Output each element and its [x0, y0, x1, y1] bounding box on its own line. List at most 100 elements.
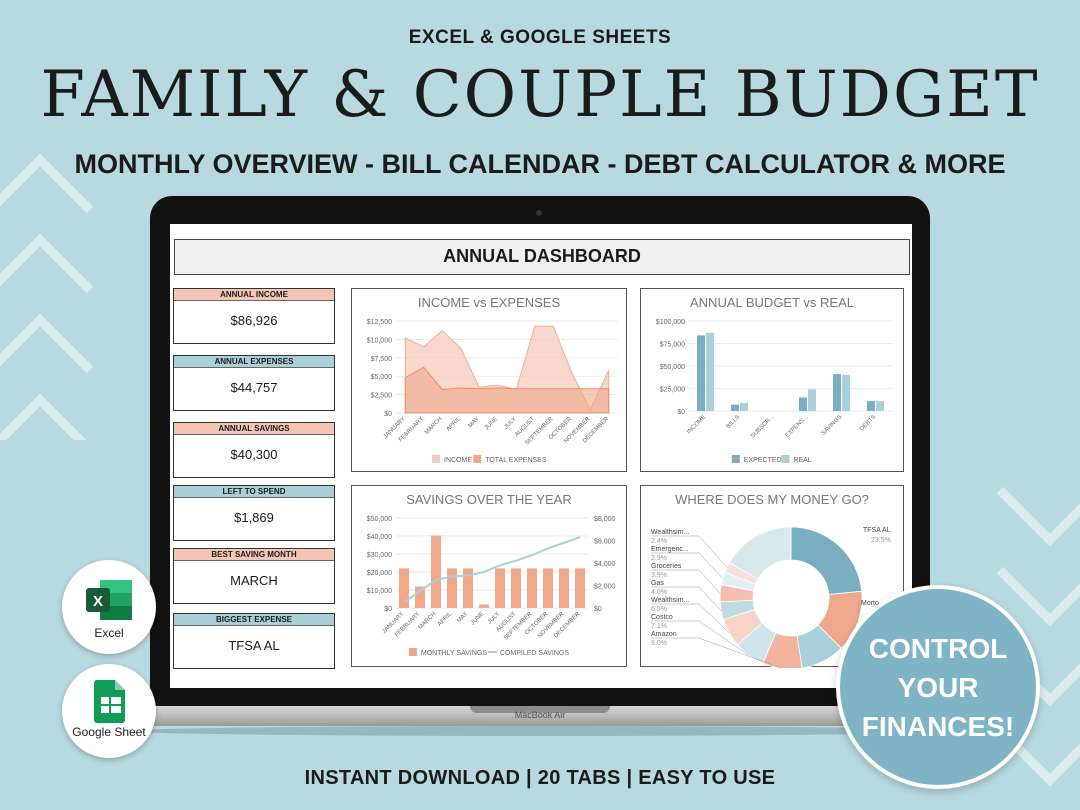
legend-label: MONTHLY SAVINGS — [421, 650, 487, 657]
y-tick-label: $12,500 — [367, 319, 392, 326]
y2-tick-label: $0 — [594, 606, 602, 613]
slice-label: Amazon — [651, 631, 677, 638]
bar-monthly-savings — [447, 568, 457, 608]
bar-real — [808, 389, 816, 411]
leader-line — [651, 586, 722, 612]
slice-label: Emergenc... — [651, 546, 689, 553]
bar-real — [876, 401, 884, 411]
stat-card-annual-income: ANNUAL INCOME $86,926 — [173, 288, 335, 344]
stat-card-annual-savings: ANNUAL SAVINGS $40,300 — [173, 422, 335, 478]
y-tick-label: $0 — [677, 409, 685, 416]
slice-percent: 2.4% — [651, 538, 667, 545]
excel-label: Excel — [94, 626, 124, 640]
page-title: FAMILY & COUPLE BUDGET — [40, 58, 1040, 132]
x-tick-label: MARCH — [418, 611, 438, 631]
y2-tick-label: $2,000 — [594, 584, 616, 591]
bar-monthly-savings — [399, 568, 409, 608]
x-tick-label: SAVINGS — [821, 414, 844, 437]
chart-title: SAVINGS OVER THE YEAR — [406, 492, 572, 507]
x-tick-label: DEBTS — [859, 414, 877, 432]
bar-monthly-savings — [415, 586, 425, 608]
slice-label: Gas — [651, 580, 664, 587]
bar-expected — [731, 404, 739, 411]
y-tick-label: $100,000 — [656, 319, 685, 326]
bar-monthly-savings — [527, 568, 537, 608]
donut-slice — [796, 624, 842, 668]
stat-value: $1,869 — [234, 510, 274, 525]
x-tick-label: JULY — [503, 416, 517, 430]
bar-expected — [697, 335, 705, 411]
stat-label: BIGGEST EXPENSE — [174, 614, 334, 626]
subtitle: MONTHLY OVERVIEW - BILL CALENDAR - DEBT … — [74, 149, 1006, 179]
bar-monthly-savings — [575, 568, 585, 608]
legend-swatch — [432, 455, 440, 463]
bar-monthly-savings — [511, 568, 521, 608]
y-tick-label: $7,500 — [371, 356, 393, 363]
x-tick-label: JULY — [487, 611, 501, 625]
y-tick-label: $20,000 — [367, 570, 392, 577]
y-tick-label: $0 — [384, 411, 392, 418]
slice-label: Groceries — [651, 563, 682, 570]
leader-line — [857, 601, 860, 623]
legend-label: TOTAL EXPENSES — [485, 457, 547, 464]
excel-badge: X Excel — [62, 560, 156, 654]
camera-icon — [536, 210, 542, 216]
google-sheets-label: Google Sheet — [72, 725, 146, 739]
x-tick-label: JUNE — [484, 416, 499, 431]
bar-monthly-savings — [479, 604, 489, 608]
stat-value: $44,757 — [230, 380, 278, 395]
slice-percent: 3.9% — [651, 572, 667, 579]
legend-swatch — [473, 455, 482, 463]
stat-label: LEFT TO SPEND — [174, 486, 334, 498]
bar-expected — [867, 401, 875, 411]
y2-tick-label: $8,000 — [594, 516, 616, 523]
laptop-base — [108, 706, 972, 726]
stat-value: $86,926 — [230, 313, 278, 328]
bar-real — [740, 402, 748, 411]
bar-monthly-savings — [495, 568, 505, 608]
stat-value: MARCH — [230, 573, 278, 588]
x-tick-label: BILLS — [726, 414, 742, 430]
y-tick-label: $40,000 — [367, 534, 392, 541]
donut-slice — [790, 526, 863, 595]
slice-percent: 2.9% — [651, 555, 667, 562]
y-tick-label: $0 — [384, 606, 392, 613]
stat-label: BEST SAVING MONTH — [174, 549, 334, 561]
donut-slice — [728, 526, 792, 580]
chevron-decoration-left — [0, 153, 94, 440]
stat-label: ANNUAL SAVINGS — [174, 423, 334, 435]
y-tick-label: $30,000 — [367, 552, 392, 559]
stat-card-annual-expenses: ANNUAL EXPENSES $44,757 — [173, 355, 335, 411]
legend-label: EXPECTED — [744, 457, 782, 464]
slice-label: Morto... — [861, 600, 885, 607]
slice-label: Wealthsim... — [651, 529, 689, 536]
x-tick-label: MAY — [456, 611, 469, 624]
footer-label: INSTANT DOWNLOAD | 20 TABS | EASY TO USE — [304, 767, 776, 789]
legend-label: REAL — [793, 457, 811, 464]
svg-text:X: X — [93, 593, 103, 610]
x-tick-label: SUBSCR... — [750, 414, 776, 440]
bar-monthly-savings — [463, 568, 473, 608]
slice-percent: 6.5% — [651, 606, 667, 613]
y2-tick-label: $6,000 — [594, 539, 616, 546]
cta-line-1: CONTROL — [868, 633, 1008, 664]
slice-label: Wealthsim... — [651, 597, 689, 604]
x-tick-label: MARCH — [424, 416, 444, 436]
leader-line — [651, 535, 728, 568]
google-sheets-icon — [94, 680, 125, 723]
y-tick-label: $25,000 — [660, 387, 685, 394]
y-tick-label: $50,000 — [660, 364, 685, 371]
chart-savings-over-year: SAVINGS OVER THE YEAR $0 $10,000 $20,000 $3… — [351, 485, 627, 667]
bar-monthly-savings — [543, 568, 553, 608]
slice-percent: 7.1% — [651, 623, 667, 630]
slice-label: TFSA AL — [863, 527, 891, 534]
income-expenses-svg: $0$2,500$5,000$7,500$10,000$12,500JANUAR… — [367, 319, 618, 464]
bar-monthly-savings — [559, 568, 569, 608]
bar-expected — [799, 397, 807, 411]
y-tick-label: $75,000 — [660, 342, 685, 349]
y-tick-label: $10,000 — [367, 337, 392, 344]
top-label: EXCEL & GOOGLE SHEETS — [408, 27, 672, 48]
laptop-screen: ANNUAL DASHBOARD ANNUAL INCOME $86,926 A… — [170, 224, 912, 688]
x-tick-label: JUNE — [470, 611, 485, 626]
cta-line-2: YOUR — [897, 672, 979, 703]
